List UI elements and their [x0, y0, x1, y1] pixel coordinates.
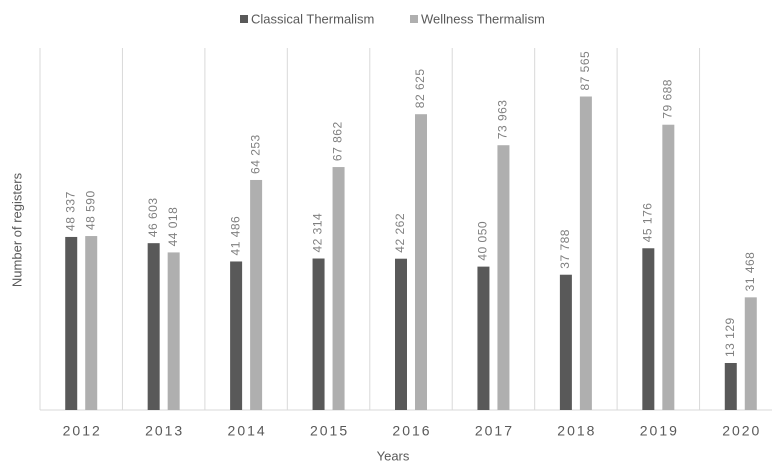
x-tick-label: 2014 — [228, 423, 267, 439]
bar — [147, 243, 160, 410]
data-label: 48 337 — [63, 191, 77, 231]
bar — [497, 145, 510, 410]
x-axis-label: Years — [377, 448, 410, 463]
data-label: 37 788 — [558, 229, 572, 269]
data-label: 79 688 — [661, 79, 675, 119]
bar — [415, 114, 427, 410]
bar — [477, 266, 490, 410]
x-tick-label: 2018 — [557, 423, 596, 439]
data-label: 41 486 — [228, 216, 242, 256]
data-label: 64 253 — [248, 134, 262, 174]
data-label: 13 129 — [723, 317, 737, 357]
data-label: 73 963 — [496, 100, 510, 140]
data-label: 44 018 — [166, 207, 180, 247]
bar — [395, 258, 407, 410]
bar — [65, 236, 78, 410]
data-label: 87 565 — [578, 51, 592, 91]
bar — [332, 167, 345, 410]
data-label: 82 625 — [413, 68, 427, 108]
legend-label: Wellness Thermalism — [421, 11, 545, 26]
bar — [744, 297, 757, 410]
data-label: 31 468 — [743, 252, 757, 292]
bar — [559, 274, 572, 410]
data-label: 42 314 — [311, 213, 325, 253]
x-tick-label: 2012 — [63, 423, 102, 439]
bar — [579, 96, 592, 410]
bar — [167, 252, 180, 410]
x-tick-label: 2013 — [145, 423, 184, 439]
bar — [724, 362, 737, 410]
bar — [312, 258, 325, 410]
data-label: 67 862 — [331, 121, 345, 161]
data-label: 46 603 — [146, 197, 160, 237]
bar — [250, 179, 263, 410]
x-tick-label: 2015 — [310, 423, 349, 439]
x-tick-label: 2016 — [392, 423, 431, 439]
data-label: 48 590 — [83, 190, 97, 230]
data-label: 45 176 — [641, 203, 655, 243]
bar — [642, 248, 655, 410]
data-label: 42 262 — [393, 213, 407, 253]
bar — [85, 236, 98, 410]
legend-swatch — [240, 15, 248, 23]
legend-swatch — [410, 15, 418, 23]
x-tick-label: 2019 — [640, 423, 679, 439]
y-axis-label: Number of registers — [9, 172, 24, 287]
data-label: 40 050 — [476, 221, 490, 261]
bar — [662, 124, 675, 411]
legend-label: Classical Thermalism — [251, 11, 374, 26]
bar — [230, 261, 243, 410]
x-tick-label: 2020 — [722, 423, 761, 439]
x-tick-label: 2017 — [475, 423, 514, 439]
